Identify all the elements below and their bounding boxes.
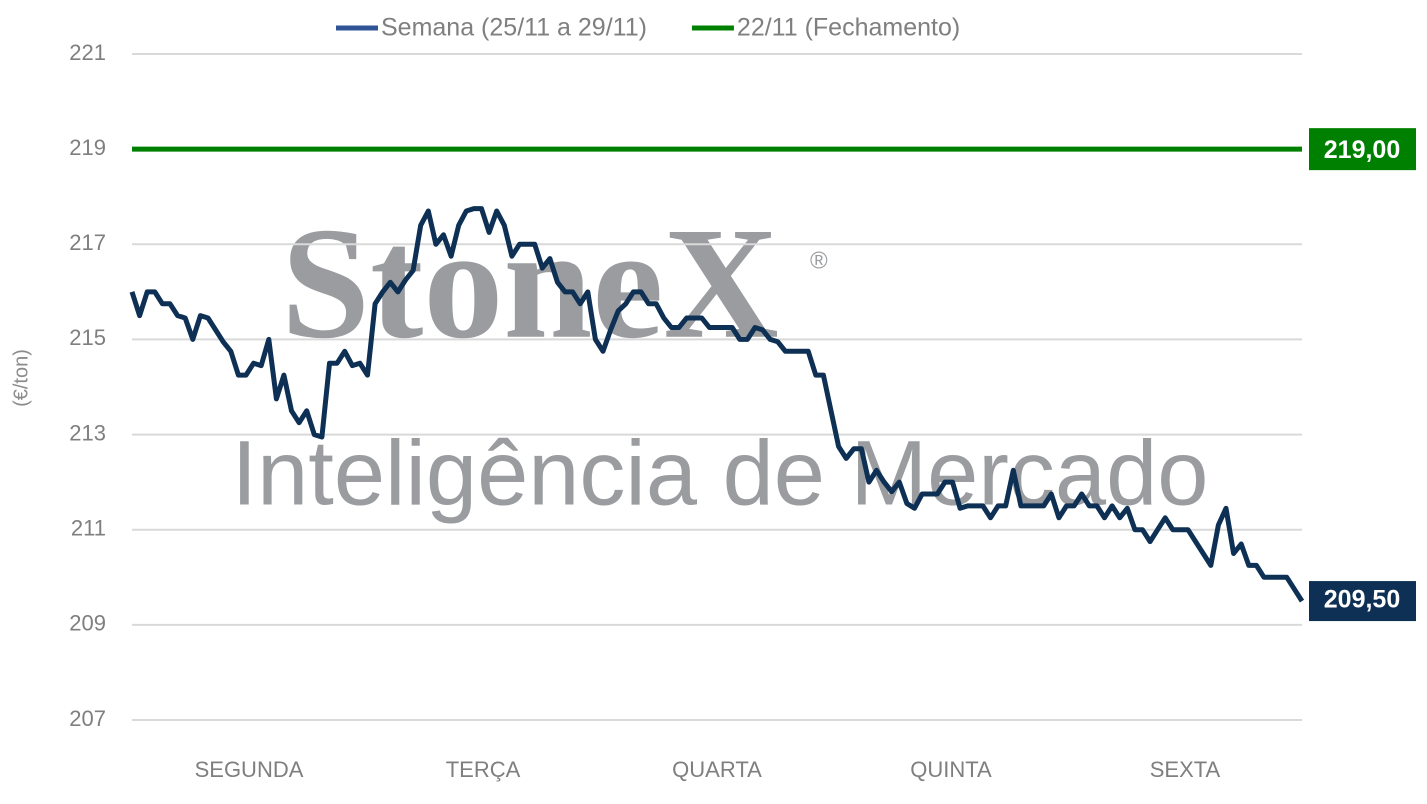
y-tick-label: 221 — [69, 40, 106, 65]
y-tick-label: 209 — [69, 611, 106, 636]
series-line — [129, 206, 1305, 603]
y-tick-label: 213 — [69, 420, 106, 445]
x-tick-label: SEXTA — [1150, 757, 1221, 782]
reference-label-box — [1309, 128, 1416, 171]
y-axis-label: (€/ton) — [10, 349, 32, 407]
y-tick-label: 219 — [69, 135, 106, 160]
x-tick-label: TERÇA — [446, 757, 521, 782]
legend-label: 22/11 (Fechamento) — [737, 14, 960, 42]
x-tick-label: QUARTA — [672, 757, 762, 782]
reference-label: 219,00 — [1324, 136, 1400, 164]
y-tick-label: 217 — [69, 230, 106, 255]
last-value-label: 209,50 — [1324, 586, 1400, 614]
x-tick-label: SEGUNDA — [195, 757, 304, 782]
watermark-mark: ® — [810, 247, 828, 274]
legend-label: Semana (25/11 a 29/11) — [381, 14, 647, 42]
x-tick-label: QUINTA — [910, 757, 992, 782]
watermark-brand: StoneX — [281, 194, 779, 372]
y-tick-label: 215 — [69, 325, 106, 350]
y-tick-label: 207 — [69, 706, 106, 731]
y-tick-label: 211 — [71, 516, 106, 541]
last-value-box — [1309, 581, 1416, 622]
